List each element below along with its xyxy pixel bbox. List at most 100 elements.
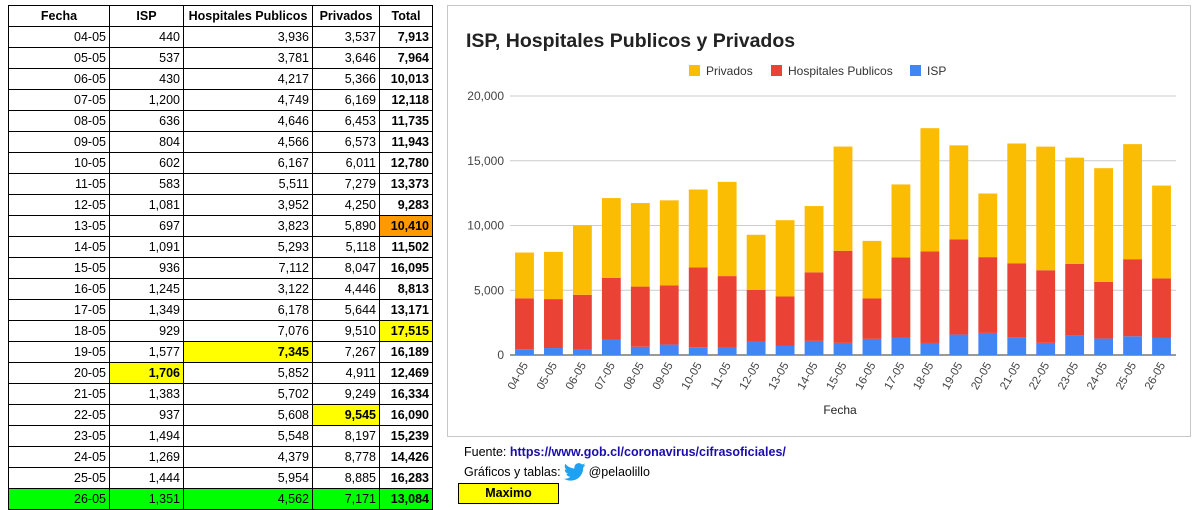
x-tick-label: 10-05 <box>680 361 705 392</box>
bar-isp <box>804 340 824 355</box>
bar-privados <box>1007 143 1027 264</box>
credits-line: Gráficos y tablas: @pelaolillo <box>464 463 650 481</box>
cell-isp: 1,081 <box>109 194 184 216</box>
bar-hospitales-publicos <box>630 286 650 347</box>
bar-privados <box>891 184 911 258</box>
cell-privados: 4,911 <box>312 362 380 384</box>
cell-hospitales: 5,511 <box>183 173 313 195</box>
cell-isp: 1,706 <box>109 362 184 384</box>
header-privados: Privados <box>312 5 380 27</box>
bar-isp <box>920 342 940 355</box>
table-row: 25-05 1,444 5,954 8,885 16,283 <box>8 467 433 489</box>
bar-privados <box>544 251 563 300</box>
cell-total: 11,502 <box>379 236 433 258</box>
table-row: 14-05 1,091 5,293 5,118 11,502 <box>8 236 433 258</box>
table-row: 23-05 1,494 5,548 8,197 15,239 <box>8 425 433 447</box>
cell-total: 16,334 <box>379 383 433 405</box>
bar-hospitales-publicos <box>862 298 882 339</box>
x-tick-label: 14-05 <box>796 361 821 392</box>
x-tick-label: 12-05 <box>738 361 763 392</box>
bar-privados <box>1065 157 1085 264</box>
bar-privados <box>1094 168 1114 282</box>
table-row: 19-05 1,577 7,345 7,267 16,189 <box>8 341 433 363</box>
bar-hospitales-publicos <box>920 251 940 343</box>
cell-total: 12,780 <box>379 152 433 174</box>
chart-title: ISP, Hospitales Publicos y Privados <box>466 30 795 52</box>
bar-hospitales-publicos <box>978 257 998 333</box>
bar-hospitales-publicos <box>1007 263 1027 338</box>
x-tick-label: 24-05 <box>1085 361 1110 392</box>
table-row: 05-05 537 3,781 3,646 7,964 <box>8 47 433 69</box>
chart-bars <box>515 128 1171 355</box>
cell-privados: 5,118 <box>312 236 380 258</box>
cell-privados: 9,545 <box>312 404 380 426</box>
table-row: 11-05 583 5,511 7,279 13,373 <box>8 173 433 195</box>
chart-container: ISP, Hospitales Publicos y Privados Priv… <box>447 5 1191 437</box>
cell-hospitales: 4,562 <box>183 488 313 510</box>
cell-isp: 936 <box>109 257 184 279</box>
bar-hospitales-publicos <box>775 296 795 346</box>
x-tick-label: 08-05 <box>622 361 647 392</box>
bar-privados <box>659 200 679 286</box>
table-row: 12-05 1,081 3,952 4,250 9,283 <box>8 194 433 216</box>
cell-isp: 602 <box>109 152 184 174</box>
cell-total: 10,410 <box>379 215 433 237</box>
cell-total: 16,189 <box>379 341 433 363</box>
cell-fecha: 23-05 <box>8 425 110 447</box>
cell-total: 16,090 <box>379 404 433 426</box>
header-isp: ISP <box>109 5 184 27</box>
cell-privados: 9,510 <box>312 320 380 342</box>
cell-hospitales: 5,608 <box>183 404 313 426</box>
cell-hospitales: 4,749 <box>183 89 313 111</box>
cell-fecha: 17-05 <box>8 299 110 321</box>
cell-hospitales: 4,217 <box>183 68 313 90</box>
x-tick-label: 17-05 <box>882 361 907 392</box>
bar-privados <box>1036 146 1056 271</box>
x-tick-label: 16-05 <box>853 361 878 392</box>
cell-total: 9,283 <box>379 194 433 216</box>
bar-isp <box>1036 342 1056 355</box>
cell-total: 11,735 <box>379 110 433 132</box>
cell-fecha: 11-05 <box>8 173 110 195</box>
cell-isp: 636 <box>109 110 184 132</box>
bar-isp <box>746 341 766 355</box>
bar-isp <box>717 347 737 355</box>
cell-privados: 8,197 <box>312 425 380 447</box>
x-tick-label: 09-05 <box>651 361 676 392</box>
cell-privados: 6,169 <box>312 89 380 111</box>
cell-total: 7,913 <box>379 26 433 48</box>
bar-privados <box>862 240 882 299</box>
x-tick-label: 22-05 <box>1027 361 1052 392</box>
bar-isp <box>862 338 882 355</box>
bar-isp <box>1065 335 1085 355</box>
table-row: 07-05 1,200 4,749 6,169 12,118 <box>8 89 433 111</box>
x-tick-label: 11-05 <box>709 361 734 392</box>
cell-fecha: 25-05 <box>8 467 110 489</box>
y-axis: 0 5,000 10,000 15,000 20,000 <box>467 89 504 362</box>
bar-isp <box>1123 336 1142 355</box>
table-row: 10-05 602 6,167 6,011 12,780 <box>8 152 433 174</box>
bar-isp <box>630 346 650 355</box>
cell-fecha: 21-05 <box>8 383 110 405</box>
legend-swatch <box>910 65 921 76</box>
cell-hospitales: 7,076 <box>183 320 313 342</box>
bar-privados <box>515 252 534 299</box>
cell-fecha: 13-05 <box>8 215 110 237</box>
x-tick-label: 05-05 <box>535 361 560 392</box>
bar-privados <box>688 189 708 268</box>
table-row: 20-05 1,706 5,852 4,911 12,469 <box>8 362 433 384</box>
bar-hospitales-publicos <box>544 299 563 349</box>
bar-privados <box>833 146 853 251</box>
cell-fecha: 10-05 <box>8 152 110 174</box>
cell-hospitales: 6,178 <box>183 299 313 321</box>
cell-fecha: 12-05 <box>8 194 110 216</box>
bar-isp <box>544 348 563 355</box>
cell-fecha: 18-05 <box>8 320 110 342</box>
cell-hospitales: 3,122 <box>183 278 313 300</box>
source-link[interactable]: https://www.gob.cl/coronavirus/cifrasofi… <box>509 445 786 459</box>
twitter-handle[interactable]: @pelaolillo <box>588 465 650 479</box>
bar-privados <box>978 193 998 258</box>
table-row: 15-05 936 7,112 8,047 16,095 <box>8 257 433 279</box>
cell-hospitales: 6,167 <box>183 152 313 174</box>
cell-isp: 804 <box>109 131 184 153</box>
